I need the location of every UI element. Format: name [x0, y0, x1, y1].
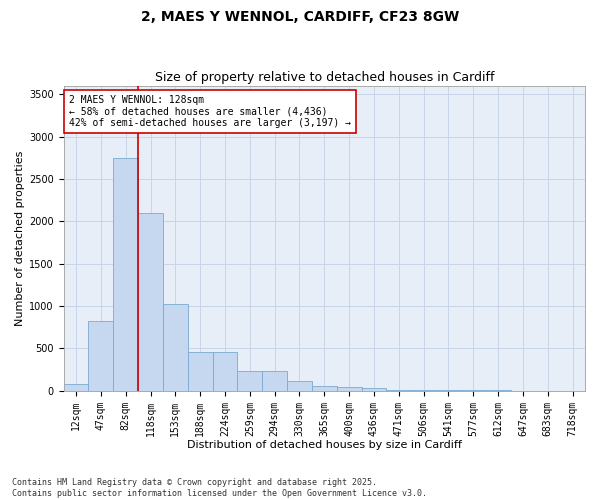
Y-axis label: Number of detached properties: Number of detached properties — [15, 150, 25, 326]
Bar — [238, 372, 262, 391]
Bar — [337, 386, 362, 391]
Bar — [138, 213, 163, 391]
Bar — [411, 390, 436, 391]
Bar — [362, 388, 386, 391]
Text: Contains HM Land Registry data © Crown copyright and database right 2025.
Contai: Contains HM Land Registry data © Crown c… — [12, 478, 427, 498]
Bar — [212, 352, 238, 391]
Bar — [436, 390, 461, 391]
Title: Size of property relative to detached houses in Cardiff: Size of property relative to detached ho… — [155, 72, 494, 85]
Bar — [163, 304, 188, 391]
Bar — [312, 386, 337, 391]
Text: 2 MAES Y WENNOL: 128sqm
← 58% of detached houses are smaller (4,436)
42% of semi: 2 MAES Y WENNOL: 128sqm ← 58% of detache… — [69, 95, 351, 128]
Bar — [188, 352, 212, 391]
Bar — [386, 390, 411, 391]
X-axis label: Distribution of detached houses by size in Cardiff: Distribution of detached houses by size … — [187, 440, 462, 450]
Bar — [88, 322, 113, 391]
Bar — [262, 372, 287, 391]
Bar — [64, 384, 88, 391]
Bar — [287, 380, 312, 391]
Text: 2, MAES Y WENNOL, CARDIFF, CF23 8GW: 2, MAES Y WENNOL, CARDIFF, CF23 8GW — [141, 10, 459, 24]
Bar — [113, 158, 138, 391]
